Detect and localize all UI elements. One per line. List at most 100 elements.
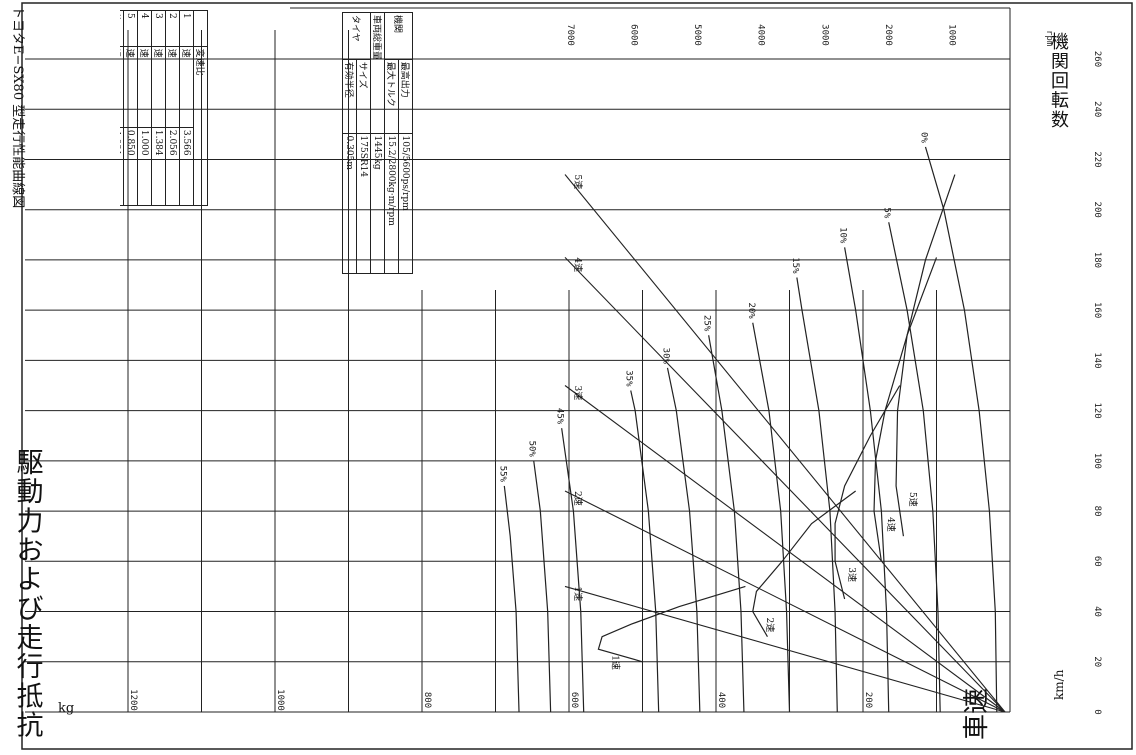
resistance-curve xyxy=(630,390,660,713)
rpm-tick-label: 5000 xyxy=(692,24,702,46)
resistance-curve xyxy=(752,322,791,713)
spec-radius-value: 0.305m xyxy=(342,133,357,274)
x-tick-label: 80 xyxy=(1092,506,1102,517)
spec-weight-label: 車両総重量 xyxy=(370,12,385,134)
spec-torque-value: 15.2/2800kg·m/rpm xyxy=(384,133,399,274)
resistance-label: 5% xyxy=(882,207,892,218)
ratio-row: 3 速 1.384 xyxy=(151,10,166,206)
rpm-axis-label-char: 機 xyxy=(1051,32,1069,53)
gear-ratio-table: 変速比 1速3.5662速2.0563速1.3844速1.0005速0.850後… xyxy=(120,10,208,206)
spec-engine-label: 機関 xyxy=(384,12,413,60)
resistance-curve xyxy=(888,222,941,713)
resistance-label: 0% xyxy=(918,132,928,143)
x-tick-label: 140 xyxy=(1092,352,1102,368)
gear-line-label: 3速 xyxy=(572,386,583,401)
ratio-value: 2.056 xyxy=(165,127,180,206)
spec-power-label: 最高出力 xyxy=(398,59,413,134)
ratio-gear-number: 4 xyxy=(137,10,152,47)
resistance-curve xyxy=(503,485,520,713)
drive-force-curve xyxy=(895,174,956,537)
x-tick-label: 60 xyxy=(1092,556,1102,567)
x-tick-label: 260 xyxy=(1092,51,1102,67)
rpm-unit-group: rpm xyxy=(1044,30,1054,46)
y-axis-label-char: 抗 xyxy=(17,710,44,741)
y-tick-label: 1000 xyxy=(275,689,285,711)
drive-force-curve xyxy=(873,257,938,562)
chart-title: トヨタE−SX80 型走行性能曲線図 xyxy=(10,6,26,208)
gear-line-label: 4速 xyxy=(572,257,583,272)
drive-force-label: 4速 xyxy=(885,517,896,532)
drive-force-label: 1速 xyxy=(609,655,620,670)
rpm-tick-label: 1000 xyxy=(946,24,956,46)
resistance-curves: 0% 5% 10% 15% 20% 25% 30% 35% 45% 50% 55% xyxy=(497,132,998,713)
rpm-tick-label: 6000 xyxy=(629,24,639,46)
ratio-gear-number: 2 xyxy=(165,10,180,47)
resistance-label: 55% xyxy=(497,466,507,483)
ratio-value: 0.850 xyxy=(123,127,138,206)
ratio-gear-number: 3 xyxy=(151,10,166,47)
gear-line xyxy=(564,585,1006,713)
drive-force-curve xyxy=(597,585,746,663)
y-axis-unit: kg xyxy=(58,701,74,716)
ratio-value: 1.384 xyxy=(151,127,166,206)
resistance-label: 10% xyxy=(838,227,848,244)
resistance-label: 25% xyxy=(702,315,712,332)
x-tick-label: 40 xyxy=(1092,606,1102,617)
ratio-row: 1 速 3.566 xyxy=(179,10,194,206)
ratio-header: 変速比 xyxy=(193,46,208,206)
resistance-label: 30% xyxy=(660,348,670,365)
drive-force-label: 3速 xyxy=(846,567,857,582)
ratio-row: 2 速 2.056 xyxy=(165,10,180,206)
y-axis-label-char: 走 xyxy=(17,623,44,654)
drive-force-curve xyxy=(752,490,857,637)
resistance-curve xyxy=(924,146,998,713)
gear-line xyxy=(564,174,1006,713)
resistance-curve xyxy=(561,428,585,713)
chart-title-group: トヨタE−SX80 型走行性能曲線図 xyxy=(10,6,26,208)
ratio-gear-label: 速 xyxy=(179,46,194,128)
x-axis-unit: km/h xyxy=(1052,669,1066,700)
rpm-tick-label: 3000 xyxy=(819,24,829,46)
drive-force-label: 2速 xyxy=(764,618,775,633)
x-tick-label: 100 xyxy=(1092,453,1102,469)
ratio-value: 3.566 xyxy=(179,127,194,206)
ratio-gear-number: 後 xyxy=(120,10,124,47)
gear-line-label: 5速 xyxy=(572,175,583,190)
rpm-axis-label-char: 転 xyxy=(1051,90,1069,111)
y-axis-label-char: 抵 xyxy=(17,681,44,712)
ratio-row: 後退4.091 xyxy=(120,10,124,206)
ratio-row: 4 速 1.000 xyxy=(137,10,152,206)
y-tick-label: 400 xyxy=(716,692,726,708)
y-tick-label: 1200 xyxy=(128,689,138,711)
x-tick-label: 160 xyxy=(1092,302,1102,318)
gear-line-label: 1速 xyxy=(572,586,583,601)
ratio-gear-number: 1 xyxy=(179,10,194,47)
gear-line xyxy=(564,257,1006,713)
y-axis-label-char: お xyxy=(17,535,44,566)
x-tick-label: 240 xyxy=(1092,101,1102,117)
rpm-unit: rpm xyxy=(1044,30,1054,46)
rpm-axis-label-char: 回 xyxy=(1051,71,1069,92)
ratio-gear-label: 速 xyxy=(151,46,166,128)
resistance-curve xyxy=(708,335,745,713)
resistance-curve xyxy=(533,460,552,713)
ratio-gear-label: 退 xyxy=(120,46,124,128)
spec-power-value: 105/5600ps/rpm xyxy=(398,133,413,274)
spec-radius-label: 有効半径 xyxy=(342,59,357,134)
x-tick-label: 20 xyxy=(1092,656,1102,667)
y-axis-label-char: び xyxy=(17,594,44,625)
x-tick-label: 120 xyxy=(1092,402,1102,418)
ratio-gear-label: 速 xyxy=(165,46,180,128)
drive-force-label: 5速 xyxy=(907,492,918,507)
drive-force-curves: 1速 2速 3速 4速 5速 xyxy=(597,174,956,670)
gear-rpm-lines: 1速 2速 3速 4速 5速 xyxy=(564,174,1006,713)
spec-table: 機関 最高出力 105/5600ps/rpm 最大トルク 15.2/2800kg… xyxy=(342,12,413,274)
rpm-tick-labels: 1000 2000 3000 4000 5000 6000 7000 xyxy=(565,24,956,46)
resistance-curve xyxy=(666,367,701,713)
chart-grid xyxy=(25,7,1011,713)
x-axis-label: 車速 xyxy=(962,688,992,740)
spec-torque-label: 最大トルク xyxy=(384,59,399,134)
y-axis-label-char: 動 xyxy=(17,477,44,508)
